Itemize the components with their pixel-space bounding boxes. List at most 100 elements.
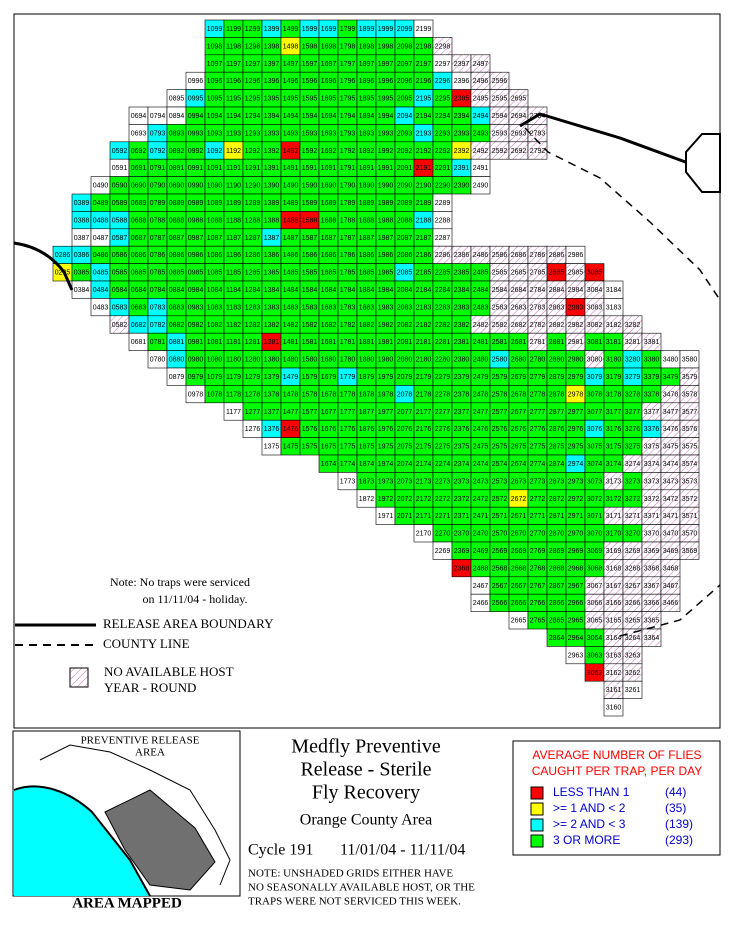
grid-label: 3173 (606, 478, 622, 485)
grid-label: 1177 (226, 409, 241, 416)
grid-label: 0783 (150, 304, 166, 311)
grid-label: 2574 (492, 461, 508, 468)
grid-label: 3171 (606, 513, 622, 520)
grid-label: 1194 (226, 113, 241, 120)
title: Fly Recovery (312, 782, 420, 804)
grid-label: 3062 (587, 670, 603, 677)
grid-label: 2288 (435, 217, 451, 224)
grid-label: 1398 (264, 43, 280, 50)
grid-label: 0793 (150, 130, 166, 137)
grid-label: 2566 (492, 600, 508, 607)
grid-label: 3183 (606, 304, 622, 311)
grid-label: 1280 (245, 357, 261, 364)
grid-label: 0995 (188, 96, 204, 103)
grid-label: 2586 (492, 252, 508, 259)
grid-label: 3475 (663, 444, 679, 451)
grid-label: 1684 (321, 287, 337, 294)
grid-label: 2578 (492, 391, 508, 398)
grid-label: 2495 (473, 96, 489, 103)
grid-label: 1493 (283, 130, 299, 137)
grid-label: 0996 (188, 78, 204, 85)
grid-label: 1586 (302, 252, 318, 259)
grid-label: 2084 (397, 287, 413, 294)
grid-label: 1191 (226, 165, 241, 172)
grid-label: 2963 (568, 652, 584, 659)
grid-label: 3469 (663, 548, 679, 555)
grid-label: 1987 (378, 235, 394, 242)
grid-label: 2380 (454, 357, 470, 364)
grid-label: 2573 (492, 478, 508, 485)
grid-label: 1590 (302, 183, 318, 190)
grid-label: 0985 (188, 270, 204, 277)
grid-label: 1281 (245, 339, 261, 346)
grid-label: 3167 (606, 583, 622, 590)
grid-label: 2793 (530, 130, 546, 137)
grid-label: 2396 (454, 78, 470, 85)
grid-label: 2774 (530, 461, 546, 468)
grid-label: 2692 (511, 148, 527, 155)
grid-label: 2382 (454, 322, 470, 329)
grid-label: 2196 (416, 78, 432, 85)
grid-label: 0589 (112, 200, 128, 207)
grid-label: 2582 (492, 322, 508, 329)
grid-label: 2096 (397, 78, 413, 85)
grid-label: 2768 (530, 565, 546, 572)
grid-label: 3182 (606, 322, 622, 329)
grid-label: 2174 (416, 461, 432, 468)
grid-label: 1380 (264, 357, 280, 364)
grid-label: 1582 (302, 322, 318, 329)
grid-label: 2368 (454, 565, 470, 572)
grid-label: 1190 (226, 183, 241, 190)
grid-label: 2481 (473, 339, 489, 346)
grid-label: 2386 (454, 252, 470, 259)
grid-label: 0694 (131, 113, 147, 120)
coast-boundary (13, 241, 74, 291)
grid-label: 1578 (302, 391, 318, 398)
grid-label: 2969 (568, 548, 584, 555)
grid-label: 1378 (264, 391, 280, 398)
grid-label: 3271 (625, 513, 641, 520)
grid-label: 2473 (473, 478, 489, 485)
grid-label: 2195 (416, 96, 432, 103)
grid-label: 1697 (321, 61, 337, 68)
grid-label: 3365 (644, 618, 660, 625)
grid-label: 3479 (663, 374, 679, 381)
grid-label: 1999 (378, 26, 394, 33)
grid-label: 3275 (625, 444, 641, 451)
grid-label: 1278 (245, 391, 261, 398)
grid-label: 2984 (568, 287, 584, 294)
grid-label: 1397 (264, 61, 280, 68)
grid-label: 3277 (625, 409, 641, 416)
grid-label: 2073 (397, 478, 413, 485)
grid-label: 3078 (587, 391, 603, 398)
grid-label: 2975 (568, 444, 584, 451)
grid-label: 3081 (587, 339, 603, 346)
grid-label: 2976 (568, 426, 584, 433)
grid-label: 3264 (625, 635, 641, 642)
grid-label: 2864 (549, 635, 565, 642)
grid-label: 0387 (74, 235, 90, 242)
grid-label: 3579 (682, 374, 698, 381)
grid-label: 1994 (378, 113, 394, 120)
grid-label: 1978 (378, 391, 394, 398)
grid-label: 2878 (549, 391, 565, 398)
key-count: (139) (665, 817, 693, 831)
grid-label: 2391 (454, 165, 470, 172)
grid-label: 1193 (226, 130, 241, 137)
grid-label: 1883 (359, 304, 375, 311)
grid-label: 3471 (663, 513, 679, 520)
grid-label: 1486 (283, 252, 299, 259)
grid-label: 0994 (188, 113, 204, 120)
grid-label: 0889 (169, 200, 185, 207)
grid-label: 2873 (549, 478, 565, 485)
grid-label: 0693 (131, 130, 147, 137)
grid-label: 1388 (264, 217, 280, 224)
grid-label: 3177 (606, 409, 622, 416)
grid-label: 1796 (340, 78, 356, 85)
grid-label: 1897 (359, 61, 375, 68)
grid-label: 2786 (530, 252, 546, 259)
grid-label: 1287 (245, 235, 261, 242)
grid-label: 2986 (568, 252, 584, 259)
grid-label: 0686 (131, 252, 147, 259)
grid-label: 2972 (568, 496, 584, 503)
